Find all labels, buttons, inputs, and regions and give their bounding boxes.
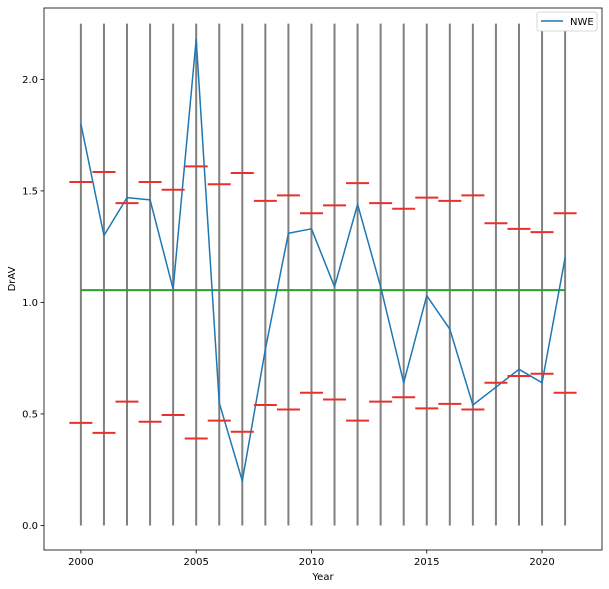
vertical-lines-layer (79, 23, 567, 526)
x-tick-label-2005: 2005 (183, 557, 208, 568)
y-tick-label-1.5: 1.5 (22, 186, 38, 197)
y-tick-label-1: 1.0 (22, 298, 38, 309)
y-tick-label-0.5: 0.5 (22, 409, 38, 420)
x-tick-label-2020: 2020 (529, 557, 554, 568)
legend: NWE (536, 11, 598, 32)
y-tick-label-0: 0.0 (22, 521, 38, 532)
plot-area-frame (43, 7, 603, 551)
series-layer (80, 38, 566, 482)
y-axis-ticks: 0.0 0.5 1.0 1.5 2.0 (22, 75, 44, 532)
x-axis-label: Year (311, 572, 334, 583)
bounds-layer (69, 165, 577, 440)
x-tick-label-2010: 2010 (299, 557, 324, 568)
x-tick-label-2000: 2000 (68, 557, 93, 568)
y-axis-label: DrAV (7, 266, 18, 291)
legend-label-nwe: NWE (570, 17, 594, 28)
x-axis-ticks: 2000 2005 2010 2015 2020 (68, 550, 555, 568)
legend-box (536, 11, 598, 32)
x-tick-label-2015: 2015 (414, 557, 439, 568)
y-tick-label-2: 2.0 (22, 75, 38, 86)
series-line-nwe (80, 38, 566, 482)
